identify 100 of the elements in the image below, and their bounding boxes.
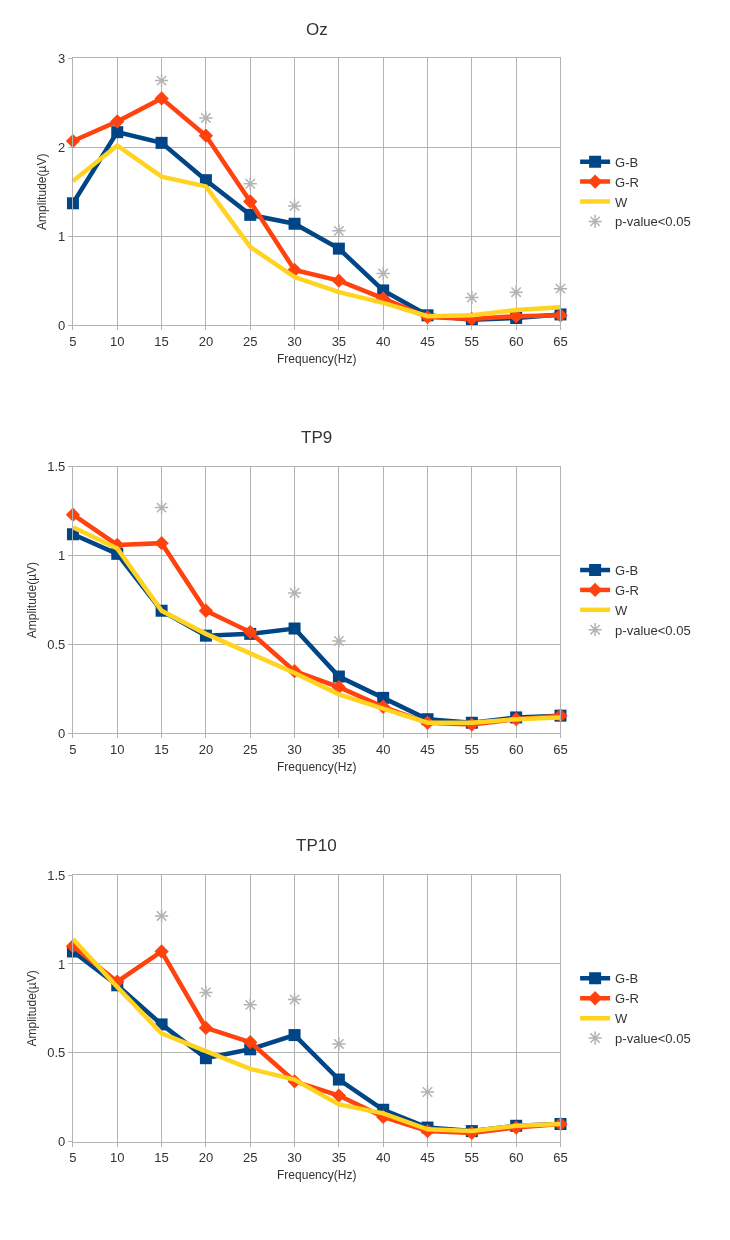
- point: [332, 242, 345, 255]
- point: [110, 114, 125, 129]
- x-tick-label: 65: [553, 333, 568, 349]
- x-tick-label: 35: [331, 333, 347, 349]
- point: [287, 198, 302, 214]
- point: [154, 500, 169, 515]
- x-tick-label: 35: [331, 1150, 347, 1166]
- legend-label: G-R: [615, 991, 639, 1007]
- x-tick-label: 55: [464, 1150, 480, 1166]
- x-tick-label: 60: [508, 742, 524, 758]
- y-axis-title: Amplitude(µV): [24, 561, 39, 639]
- x-tick-label: 5: [69, 333, 77, 349]
- point: [331, 273, 347, 288]
- x-tick-label: 20: [198, 742, 214, 758]
- point: [420, 1084, 435, 1100]
- x-tick-label: 35: [331, 742, 347, 758]
- x-tick-label: 55: [464, 333, 480, 349]
- point: [287, 992, 302, 1007]
- x-tick-label: 55: [464, 742, 480, 758]
- x-axis-title: Frequency(Hz): [277, 1168, 357, 1183]
- point: [331, 680, 347, 695]
- x-tick-label: 25: [243, 333, 258, 349]
- point: [154, 73, 169, 88]
- point: [332, 670, 345, 683]
- chart-title: Oz: [306, 20, 328, 39]
- y-tick-label: 1.5: [47, 459, 66, 475]
- point: [65, 133, 81, 149]
- point: [508, 284, 524, 300]
- point: [288, 1029, 301, 1042]
- legend-label: W: [615, 602, 629, 618]
- y-tick-label: 1.5: [47, 867, 66, 883]
- x-tick-label: 15: [154, 333, 169, 349]
- x-tick-label: 65: [553, 742, 568, 758]
- x-tick-label: 25: [243, 742, 258, 758]
- point: [375, 266, 391, 281]
- legend-label: p-value<0.05: [615, 622, 691, 638]
- point: [464, 290, 480, 305]
- point: [198, 603, 214, 618]
- y-axis-title: Amplitude(µV): [35, 153, 50, 230]
- point: [198, 110, 214, 126]
- point: [331, 1088, 347, 1103]
- x-tick-label: 10: [110, 742, 125, 758]
- x-tick-label: 20: [198, 1150, 214, 1166]
- x-axis-title: Frequency(Hz): [277, 351, 357, 366]
- point: [111, 126, 124, 139]
- legend-label: W: [615, 1011, 629, 1027]
- legend-label: p-value<0.05: [615, 1031, 691, 1047]
- legend-label: G-R: [615, 582, 639, 598]
- y-tick-label: 0.5: [47, 637, 66, 653]
- x-tick-label: 45: [420, 1150, 435, 1166]
- point: [331, 1036, 347, 1052]
- x-tick-label: 20: [198, 333, 214, 349]
- point: [288, 622, 301, 635]
- y-tick-label: 3: [58, 50, 66, 66]
- point: [331, 633, 347, 649]
- point: [287, 585, 302, 601]
- point: [331, 223, 347, 239]
- point: [242, 997, 258, 1013]
- point: [154, 944, 169, 959]
- y-tick-label: 0.5: [47, 1045, 66, 1061]
- x-tick-label: 15: [154, 742, 169, 758]
- y-tick-label: 1: [58, 548, 66, 564]
- point: [198, 128, 214, 143]
- point: [198, 1020, 214, 1036]
- point: [332, 1073, 345, 1086]
- x-tick-label: 40: [375, 742, 391, 758]
- x-tick-label: 30: [287, 333, 302, 349]
- x-axis-title: Frequency(Hz): [277, 759, 357, 774]
- y-axis-title: Amplitude(µV): [24, 970, 39, 1047]
- y-tick-label: 1: [58, 956, 66, 972]
- x-tick-label: 45: [420, 333, 435, 349]
- point: [243, 1035, 258, 1050]
- x-tick-label: 10: [110, 333, 125, 349]
- point: [198, 985, 214, 1000]
- x-tick-label: 15: [154, 1150, 169, 1166]
- y-tick-label: 2: [58, 139, 66, 155]
- x-tick-label: 25: [243, 1150, 258, 1166]
- x-tick-label: 10: [110, 1150, 125, 1166]
- x-tick-label: 40: [375, 1150, 391, 1166]
- y-tick-label: 0: [58, 725, 66, 741]
- x-tick-label: 40: [375, 333, 391, 349]
- point: [553, 281, 568, 296]
- legend-label: G-B: [615, 154, 639, 170]
- legend-label: G-B: [615, 971, 639, 987]
- x-tick-label: 60: [508, 333, 524, 349]
- x-tick-label: 30: [287, 1150, 302, 1166]
- x-tick-label: 65: [553, 1150, 568, 1166]
- y-tick-label: 0: [58, 317, 66, 333]
- y-tick-label: 1: [58, 228, 66, 244]
- point: [155, 136, 168, 149]
- chart-title: TP10: [296, 836, 337, 855]
- legend-label: G-R: [615, 174, 639, 190]
- y-tick-label: 0: [58, 1134, 66, 1150]
- x-tick-label: 5: [69, 1150, 77, 1166]
- point: [243, 194, 258, 209]
- point: [154, 536, 169, 551]
- chart-title: TP9: [301, 428, 333, 447]
- legend-label: W: [615, 194, 629, 210]
- point: [242, 176, 258, 192]
- point: [66, 197, 79, 210]
